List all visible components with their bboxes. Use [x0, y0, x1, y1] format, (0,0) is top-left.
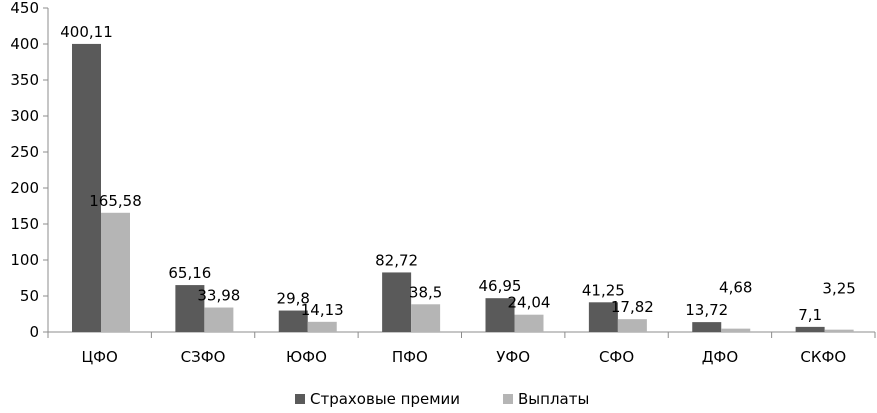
bars: [72, 43, 854, 332]
y-tick-label: 50: [20, 287, 39, 305]
bar-premium: [278, 310, 308, 332]
bar-payout: [514, 314, 544, 332]
category-label: ЦФО: [82, 348, 118, 366]
data-label: 46,95: [479, 277, 522, 295]
y-tick-label: 450: [10, 0, 39, 17]
bar-payout: [617, 319, 647, 332]
category-label: СЗФО: [181, 348, 226, 366]
data-label: 38,5: [409, 283, 442, 301]
data-label: 24,04: [508, 294, 551, 312]
data-label: 82,72: [375, 251, 418, 269]
category-label: ЮФО: [286, 348, 327, 366]
y-tick-label: 150: [10, 215, 39, 233]
y-tick-label: 100: [10, 251, 39, 269]
data-label: 14,13: [301, 301, 344, 319]
bar-premium: [692, 322, 722, 332]
data-label: 4,68: [719, 279, 752, 297]
y-axis: 0 50 100 150 200 250 300 350 400 450: [10, 0, 49, 341]
data-label: 41,25: [582, 281, 625, 299]
category-label: УФО: [496, 348, 530, 366]
data-label: 7,1: [798, 306, 822, 324]
bar-payout: [721, 328, 751, 332]
y-tick-label: 400: [10, 35, 39, 53]
legend-label: Страховые премии: [310, 390, 460, 408]
bar-premium: [588, 302, 618, 332]
bar-payout: [101, 212, 130, 332]
data-label: 29,8: [277, 290, 310, 308]
bar-premium: [485, 298, 515, 332]
y-tick-label: 0: [29, 323, 39, 341]
category-label: СКФО: [800, 348, 846, 366]
data-labels: 400,11 65,16 29,8 82,72 46,95 41,25 13,72 7,1 16…: [60, 23, 856, 324]
category-label: ДФО: [702, 348, 738, 366]
y-tick-label: 300: [10, 107, 39, 125]
data-label: 65,16: [168, 264, 211, 282]
data-label: 400,11: [60, 23, 113, 41]
category-label: СФО: [599, 348, 634, 366]
bar-payout: [824, 329, 854, 332]
bar-payout: [307, 321, 337, 332]
bar-premium: [72, 43, 101, 332]
data-label: 13,72: [685, 301, 728, 319]
bar-premium: [382, 272, 412, 332]
legend-swatch: [295, 394, 305, 404]
data-label: 165,58: [89, 192, 142, 210]
data-label: 3,25: [822, 280, 855, 298]
y-tick-label: 250: [10, 143, 39, 161]
y-tick-label: 200: [10, 179, 39, 197]
bar-premium: [175, 285, 205, 332]
bar-payout: [204, 307, 234, 332]
legend: Страховые премии Выплаты: [295, 390, 589, 408]
data-label: 33,98: [197, 287, 240, 305]
bar-premium: [795, 326, 825, 332]
y-tick-label: 350: [10, 71, 39, 89]
legend-label: Выплаты: [518, 390, 589, 408]
data-label: 17,82: [611, 298, 654, 316]
legend-swatch: [503, 394, 513, 404]
bar-payout: [411, 304, 441, 332]
x-axis: ЦФО СЗФО ЮФО ПФО УФО СФО ДФО СКФО: [47, 331, 876, 366]
category-label: ПФО: [392, 348, 428, 366]
